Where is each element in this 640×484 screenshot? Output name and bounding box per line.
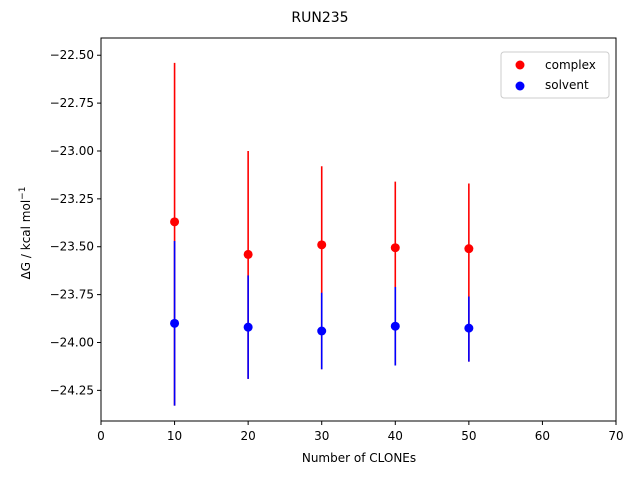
x-tick-label: 60 <box>535 429 550 443</box>
y-axis-ticks: −22.50 −22.75 −23.00 −23.25 −23.50 −23.75 −24.… <box>50 48 101 397</box>
y-tick-label: −23.25 <box>50 192 94 206</box>
y-tick-label: −23.00 <box>50 144 94 158</box>
x-tick-label: 70 <box>608 429 623 443</box>
y-tick-label: −23.50 <box>50 240 94 254</box>
legend: complex solvent <box>500 51 610 99</box>
solvent-point <box>464 323 474 333</box>
chart-title: RUN235 <box>291 10 348 26</box>
solvent-point <box>243 322 253 332</box>
complex-point <box>243 249 253 259</box>
complex-point <box>170 217 180 227</box>
legend-frame <box>500 51 610 99</box>
y-axis-label-main: ΔG / kcal mol <box>19 200 33 280</box>
x-axis-label: Number of CLONEs <box>302 451 416 465</box>
solvent-point <box>390 321 400 331</box>
y-tick-label: −22.50 <box>50 48 94 62</box>
x-tick-label: 0 <box>97 429 105 443</box>
x-axis-ticks: 0 10 20 30 40 50 60 70 <box>97 421 624 443</box>
y-tick-label: −24.25 <box>50 383 94 397</box>
plot-area <box>100 37 617 422</box>
complex-point <box>464 244 474 254</box>
complex-point <box>390 243 400 253</box>
y-tick-label: −22.75 <box>50 96 94 110</box>
legend-complex-marker <box>515 60 525 70</box>
x-tick-label: 30 <box>314 429 329 443</box>
x-tick-label: 20 <box>241 429 256 443</box>
y-axis-label: ΔG / kcal mol−1 <box>18 187 33 280</box>
legend-solvent-marker <box>515 81 525 91</box>
plot-frame <box>100 37 617 422</box>
x-tick-label: 10 <box>167 429 182 443</box>
x-tick-label: 50 <box>461 429 476 443</box>
x-tick-label: 40 <box>388 429 403 443</box>
solvent-point <box>317 326 327 336</box>
solvent-point <box>170 318 180 328</box>
complex-point <box>317 240 327 250</box>
y-tick-label: −23.75 <box>50 288 94 302</box>
y-axis-label-superscript: −1 <box>18 187 28 200</box>
legend-solvent-label: solvent <box>545 78 589 92</box>
y-tick-label: −24.00 <box>50 335 94 349</box>
legend-complex-label: complex <box>545 58 596 72</box>
